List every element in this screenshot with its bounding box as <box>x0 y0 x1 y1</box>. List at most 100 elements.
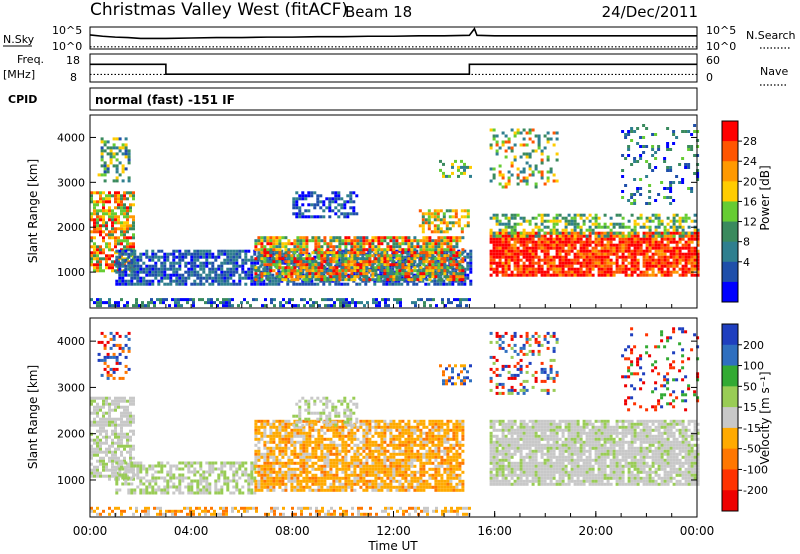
heatmap-cell <box>466 267 470 271</box>
heatmap-cell <box>121 164 125 168</box>
heatmap-cell <box>600 261 604 265</box>
heatmap-cell <box>609 216 613 220</box>
heatmap-cell <box>114 423 117 427</box>
heatmap-cell <box>654 273 658 277</box>
heatmap-cell <box>492 270 496 274</box>
heatmap-cell <box>142 488 146 492</box>
heatmap-cell <box>124 476 128 480</box>
heatmap-cell <box>232 282 236 286</box>
heatmap-cell <box>208 470 212 474</box>
heatmap-cell <box>120 432 123 436</box>
heatmap-cell <box>436 282 440 286</box>
heatmap-cell <box>437 236 441 240</box>
heatmap-cell <box>630 163 634 166</box>
heatmap-cell <box>657 216 661 220</box>
heatmap-cell <box>419 266 423 270</box>
heatmap-cell <box>507 231 511 235</box>
heatmap-cell <box>434 260 438 264</box>
heatmap-cell <box>492 237 496 241</box>
heatmap-cell <box>105 429 108 433</box>
heatmap-cell <box>336 298 339 302</box>
heatmap-cell <box>172 264 176 268</box>
heatmap-cell <box>663 255 667 259</box>
heatmap-cell <box>398 263 402 267</box>
heatmap-cell <box>120 212 123 216</box>
heatmap-cell <box>235 461 239 465</box>
heatmap-cell <box>99 215 102 219</box>
heatmap-cell <box>114 420 117 424</box>
heatmap-cell <box>102 200 105 204</box>
heatmap-cell <box>326 272 330 276</box>
heatmap-cell <box>269 473 273 477</box>
heatmap-cell <box>510 234 514 238</box>
heatmap-cell <box>546 243 550 247</box>
heatmap-cell <box>199 261 203 265</box>
heatmap-cell <box>126 441 129 445</box>
heatmap-cell <box>427 209 431 213</box>
heatmap-cell <box>96 450 99 454</box>
heatmap-cell <box>96 420 99 424</box>
heatmap-cell <box>126 423 129 427</box>
heatmap-cell <box>319 215 323 219</box>
heatmap-cell <box>401 248 405 252</box>
heatmap-cell <box>591 216 595 220</box>
heatmap-cell <box>537 234 541 238</box>
heatmap-cell <box>349 191 353 195</box>
heatmap-cell <box>504 273 508 277</box>
heatmap-cell <box>129 402 132 406</box>
heatmap-cell <box>399 304 402 308</box>
heatmap-cell <box>534 164 538 168</box>
heatmap-cell <box>331 197 335 201</box>
heatmap-cell <box>127 264 131 268</box>
heatmap-cell <box>630 252 634 256</box>
heatmap-cell <box>232 279 236 283</box>
heatmap-cell <box>516 264 520 268</box>
heatmap-cell <box>437 254 441 258</box>
heatmap-cell <box>287 263 291 267</box>
heatmap-cell <box>115 167 119 171</box>
heatmap-cell <box>437 245 441 249</box>
heatmap-cell <box>103 334 107 338</box>
heatmap-cell <box>540 249 544 253</box>
heatmap-cell <box>178 461 182 465</box>
heatmap-cell <box>316 282 320 286</box>
heatmap-cell <box>630 196 634 199</box>
heatmap-cell <box>174 298 177 302</box>
heatmap-cell <box>406 282 410 286</box>
heatmap-cell <box>115 179 119 183</box>
heatmap-cell <box>459 304 462 308</box>
heatmap-cell <box>549 234 553 238</box>
heatmap-cell <box>431 251 435 255</box>
heatmap-cell <box>108 197 111 201</box>
heatmap-cell <box>510 161 514 165</box>
heatmap-cell <box>263 236 267 240</box>
heatmap-cell <box>132 203 135 207</box>
heatmap-cell <box>123 245 126 249</box>
heatmap-cell <box>121 146 125 150</box>
heatmap-cell <box>669 225 673 229</box>
heatmap-cell <box>275 272 279 276</box>
heatmap-cell <box>338 272 342 276</box>
heatmap-cell <box>99 441 102 445</box>
heatmap-cell <box>684 273 688 277</box>
heatmap-cell <box>651 243 655 247</box>
heatmap-cell <box>504 231 508 235</box>
heatmap-cell <box>672 213 676 217</box>
heatmap-cell <box>528 252 532 256</box>
heatmap-cell <box>235 482 239 486</box>
heatmap-cell <box>114 429 117 433</box>
heatmap-cell <box>648 249 652 253</box>
heatmap-cell <box>148 270 152 274</box>
heatmap-cell <box>172 252 176 256</box>
heatmap-cell <box>678 234 682 238</box>
heatmap-cell <box>235 261 239 265</box>
heatmap-cell <box>226 482 230 486</box>
heatmap-cell <box>380 260 384 264</box>
heatmap-cell <box>501 140 505 144</box>
heatmap-cell <box>102 236 105 240</box>
heatmap-cell <box>190 485 194 489</box>
heatmap-cell <box>121 167 125 171</box>
heatmap-cell <box>190 464 194 468</box>
heatmap-cell <box>537 146 541 150</box>
heatmap-cell <box>269 446 273 450</box>
